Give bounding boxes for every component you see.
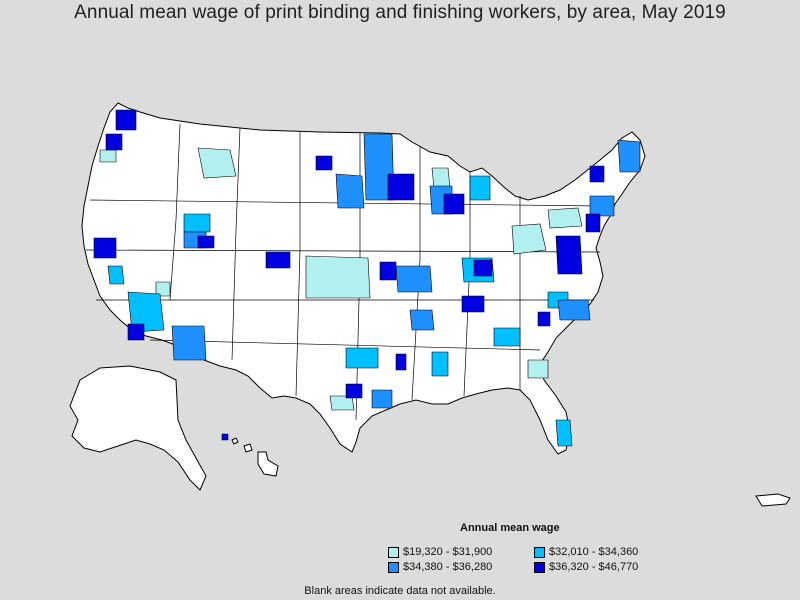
area-ga-light — [527, 359, 549, 379]
legend-item-2: $32,010 - $34,360 — [534, 546, 638, 558]
area-hi-dense — [221, 433, 229, 441]
area-pa-light — [547, 207, 583, 229]
area-md-dense — [555, 235, 583, 275]
area-co-dense — [265, 251, 291, 269]
area-wa-top — [115, 109, 137, 131]
legend-label-3: $34,380 - $36,280 — [403, 561, 493, 573]
area-nc-dark — [557, 299, 591, 321]
map-title: Annual mean wage of print binding and fi… — [74, 2, 726, 23]
area-tx-dark — [371, 389, 393, 409]
area-tn-dense — [537, 311, 551, 327]
legend-label-2: $32,010 - $34,360 — [549, 546, 639, 558]
area-fl-mid — [555, 419, 573, 447]
area-wa-light — [99, 149, 117, 163]
area-az-mid — [127, 291, 165, 333]
area-ny-dark — [589, 195, 615, 217]
alaska-outline — [69, 365, 207, 491]
area-nj-dense — [585, 213, 601, 233]
area-ms-dense — [461, 295, 485, 313]
area-mn-dense — [387, 173, 415, 201]
area-ca-south — [127, 323, 145, 341]
area-mn-light — [431, 167, 451, 189]
area-mi-mid — [469, 175, 491, 201]
area-idaho-light — [197, 147, 237, 179]
area-ohio-light — [511, 223, 547, 255]
puerto-rico — [755, 493, 791, 507]
area-nd-dense — [315, 155, 333, 171]
area-ca-top — [93, 237, 117, 259]
legend-item-4: $36,320 - $46,770 — [534, 561, 638, 573]
area-ms-mid — [431, 351, 449, 377]
area-ky-dense — [473, 259, 493, 277]
legend-swatch-3 — [388, 561, 399, 573]
legend-title: Annual mean wage — [460, 522, 560, 534]
area-tx-light — [329, 395, 355, 411]
footnote: Blank areas indicate data not available. — [304, 585, 496, 597]
area-al-dense — [395, 353, 407, 371]
legend-label-4: $36,320 - $46,770 — [549, 561, 639, 573]
area-mo-dark — [395, 265, 433, 293]
area-me-dark — [617, 139, 641, 173]
area-la-dark — [409, 309, 435, 331]
area-ny-dense — [589, 165, 605, 183]
legend-item-3: $34,380 - $36,280 — [388, 561, 492, 573]
area-nm-light — [155, 281, 171, 297]
area-mo-dense — [379, 261, 397, 281]
area-kansas-light — [305, 255, 371, 299]
legend-swatch-4 — [534, 561, 545, 573]
hawaii-islands — [231, 437, 279, 477]
area-nm-dark — [171, 325, 207, 361]
area-wi-dense — [443, 193, 465, 215]
legend-swatch-1 — [388, 546, 399, 558]
area-nd-dark — [335, 173, 365, 209]
area-co-north — [197, 235, 215, 249]
legend-swatch-2 — [534, 546, 545, 558]
area-tn-mid — [493, 327, 521, 347]
wage-areas — [93, 109, 641, 447]
area-co-mid — [183, 213, 211, 233]
legend-label-1: $19,320 - $31,900 — [403, 546, 493, 558]
area-tx-dense — [345, 383, 363, 399]
area-or-top — [105, 133, 123, 151]
area-ok-mid — [345, 347, 379, 369]
legend-item-1: $19,320 - $31,900 — [388, 546, 492, 558]
area-ca-mid — [107, 265, 125, 285]
